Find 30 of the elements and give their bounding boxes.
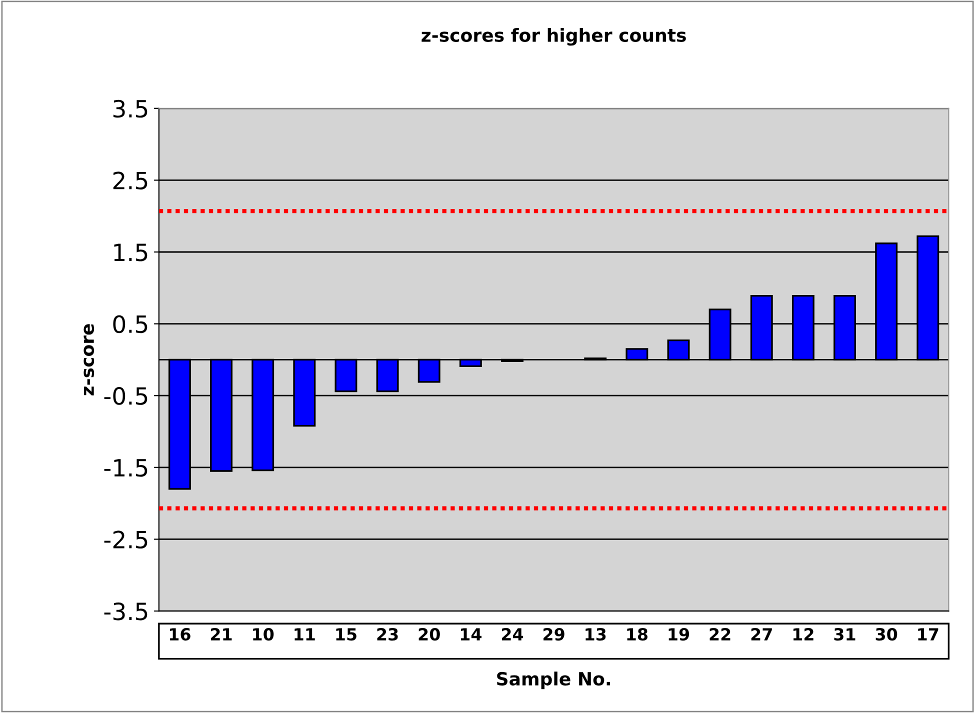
y-tick-label: 1.5 (114, 244, 148, 262)
x-tick-label: 11 (294, 628, 315, 640)
x-axis-title: Sample No. (497, 672, 610, 690)
x-tick-label: 21 (210, 628, 232, 640)
y-tick-label: -0.5 (104, 387, 148, 405)
x-tick-label: 22 (710, 628, 730, 640)
x-tick-label: 12 (793, 628, 814, 640)
x-tick-label: 18 (627, 628, 648, 641)
y-tick-label: 0.5 (113, 315, 148, 334)
y-tick-label: 2.5 (113, 172, 148, 190)
y-tick-label: -1.5 (104, 459, 148, 477)
x-tick-label: 27 (751, 628, 772, 640)
x-tick-label: 19 (668, 628, 690, 641)
y-axis-title: z-score (84, 324, 94, 396)
y-tick-label: -2.5 (104, 530, 148, 549)
x-tick-label: 17 (918, 628, 938, 640)
y-tick-label: 3.5 (113, 100, 148, 118)
x-tick-label: 29 (544, 628, 564, 641)
x-tick-label: 30 (876, 628, 898, 641)
x-tick-label: 15 (336, 628, 356, 641)
x-tick-label: 10 (253, 628, 274, 641)
x-tick-label: 23 (377, 628, 398, 641)
x-tick-label: 24 (502, 628, 524, 640)
x-tick-label: 20 (418, 628, 440, 641)
x-tick-label: 16 (170, 628, 190, 641)
x-tick-label: 31 (834, 628, 856, 641)
y-tick-label: -3.5 (104, 602, 148, 620)
chart-title: z-scores for higher counts (422, 28, 686, 46)
x-tick-label: 14 (460, 628, 482, 640)
x-tick-label: 13 (586, 628, 606, 641)
